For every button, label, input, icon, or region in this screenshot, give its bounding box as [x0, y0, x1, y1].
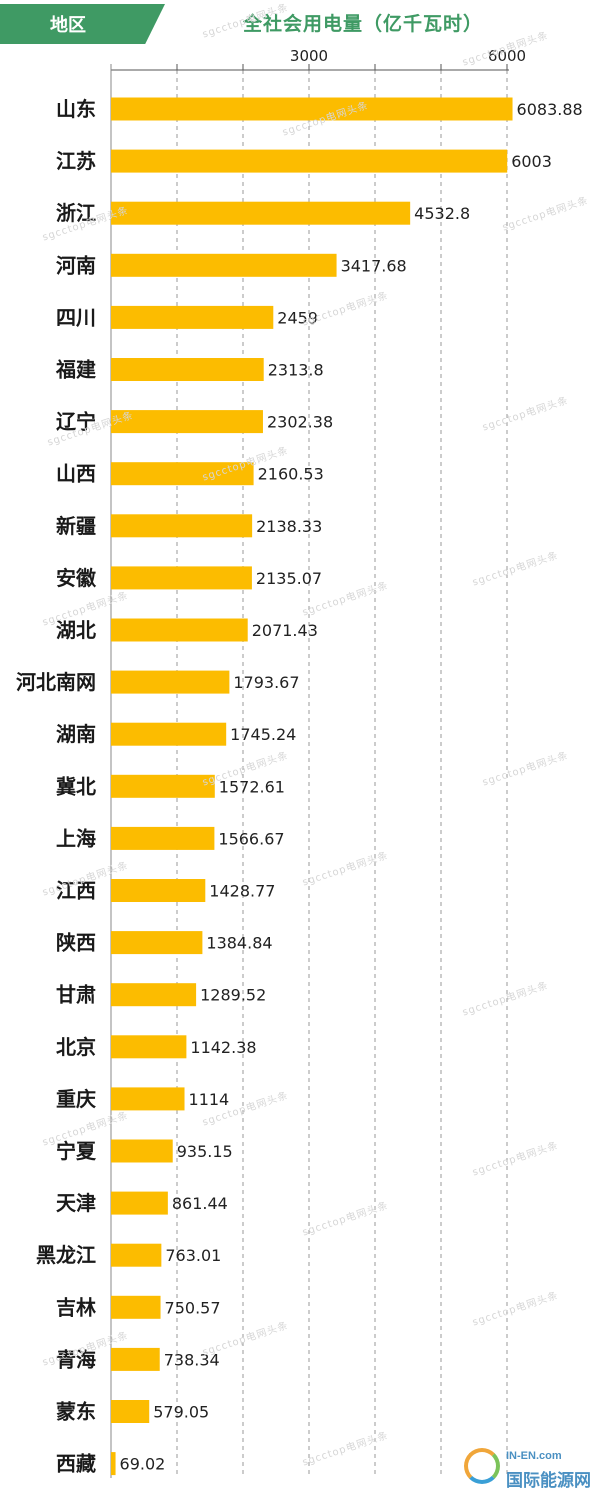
- category-label: 湖北: [56, 618, 96, 642]
- value-label: 738.34: [164, 1350, 220, 1369]
- value-label: 1745.24: [230, 725, 296, 744]
- value-label: 2138.33: [256, 517, 322, 536]
- bar: [111, 1400, 150, 1423]
- bar: [111, 566, 252, 590]
- value-label: 2302.38: [267, 413, 333, 432]
- value-label: 69.02: [120, 1455, 166, 1474]
- category-label: 河南: [56, 253, 96, 277]
- category-label: 甘肃: [56, 983, 96, 1007]
- value-label: 2135.07: [256, 569, 322, 588]
- category-label: 陕西: [56, 931, 96, 955]
- bar: [111, 1295, 161, 1319]
- value-label: 1384.84: [206, 934, 272, 953]
- value-label: 1289.52: [200, 986, 266, 1005]
- bar: [111, 1191, 168, 1215]
- bar: [111, 618, 248, 642]
- bar: [111, 358, 264, 381]
- value-label: 2160.53: [258, 465, 324, 484]
- bar: [111, 879, 206, 902]
- category-label: 天津: [56, 1191, 96, 1215]
- category-label: 上海: [56, 826, 96, 850]
- value-label: 4532.8: [414, 204, 470, 223]
- x-tick-label: 3000: [290, 47, 328, 65]
- bar: [111, 149, 508, 173]
- value-label: 935.15: [177, 1142, 233, 1161]
- category-label: 安徽: [56, 566, 97, 590]
- category-label: 山西: [56, 462, 96, 486]
- bar: [111, 931, 203, 955]
- category-label: 宁夏: [56, 1139, 97, 1163]
- category-label: 新疆: [56, 514, 96, 538]
- bar: [111, 462, 254, 486]
- logo-chinese-text: 国际能源网: [506, 1471, 591, 1491]
- bar: [111, 1139, 173, 1163]
- chart-title: 全社会用电量（亿千瓦时）: [243, 13, 484, 35]
- category-header-label: 地区: [50, 15, 86, 36]
- logo-english-text: IN-EN.com: [506, 1450, 562, 1462]
- category-label: 四川: [56, 305, 96, 329]
- value-label: 763.01: [165, 1246, 221, 1265]
- value-label: 750.57: [165, 1298, 221, 1317]
- category-label: 吉林: [56, 1295, 96, 1319]
- category-label: 河北南网: [16, 670, 96, 694]
- category-label: 西藏: [56, 1452, 96, 1476]
- bar: [111, 253, 337, 277]
- value-label: 1428.77: [209, 882, 275, 901]
- category-label: 冀北: [56, 774, 96, 798]
- bar: [111, 722, 227, 746]
- x-tick-label: 6000: [488, 47, 526, 65]
- value-label: 2313.8: [268, 361, 324, 380]
- bar: [111, 1347, 160, 1371]
- site-logo: IN-EN.com 国际能源网: [462, 1444, 594, 1494]
- bar: [111, 1087, 185, 1111]
- bar: [111, 1452, 116, 1476]
- bar: [111, 305, 274, 329]
- bar: [111, 97, 513, 121]
- bar: [111, 1243, 162, 1267]
- category-label: 黑龙江: [36, 1243, 96, 1267]
- value-label: 2459: [277, 308, 318, 327]
- bar: [111, 670, 230, 694]
- category-label: 辽宁: [56, 410, 96, 434]
- value-label: 1793.67: [233, 673, 299, 692]
- value-label: 1572.61: [219, 777, 285, 796]
- bar: [111, 774, 215, 798]
- category-header-tab: [0, 4, 165, 44]
- category-label: 青海: [56, 1347, 96, 1371]
- category-label: 湖南: [56, 722, 96, 746]
- bar: [111, 826, 215, 850]
- category-label: 重庆: [56, 1087, 96, 1111]
- value-label: 1114: [189, 1090, 230, 1109]
- bar: [111, 1035, 187, 1059]
- value-label: 1566.67: [218, 829, 284, 848]
- bar: [111, 983, 197, 1007]
- category-label: 山东: [56, 97, 96, 121]
- value-label: 2071.43: [252, 621, 318, 640]
- category-label: 北京: [56, 1035, 96, 1059]
- value-label: 1142.38: [190, 1038, 256, 1057]
- bar: [111, 514, 253, 538]
- value-label: 861.44: [172, 1194, 228, 1213]
- category-label: 江西: [56, 879, 96, 903]
- category-label: 浙江: [56, 201, 96, 225]
- value-label: 3417.68: [341, 256, 407, 275]
- category-label: 江苏: [56, 149, 96, 173]
- bar: [111, 201, 411, 225]
- value-label: 579.05: [153, 1403, 209, 1422]
- value-label: 6003: [511, 152, 552, 171]
- category-label: 蒙东: [56, 1400, 96, 1424]
- category-label: 福建: [55, 358, 96, 382]
- value-label: 6083.88: [517, 100, 583, 119]
- bar: [111, 410, 263, 434]
- sun-leaf-logo-icon: [464, 1448, 500, 1484]
